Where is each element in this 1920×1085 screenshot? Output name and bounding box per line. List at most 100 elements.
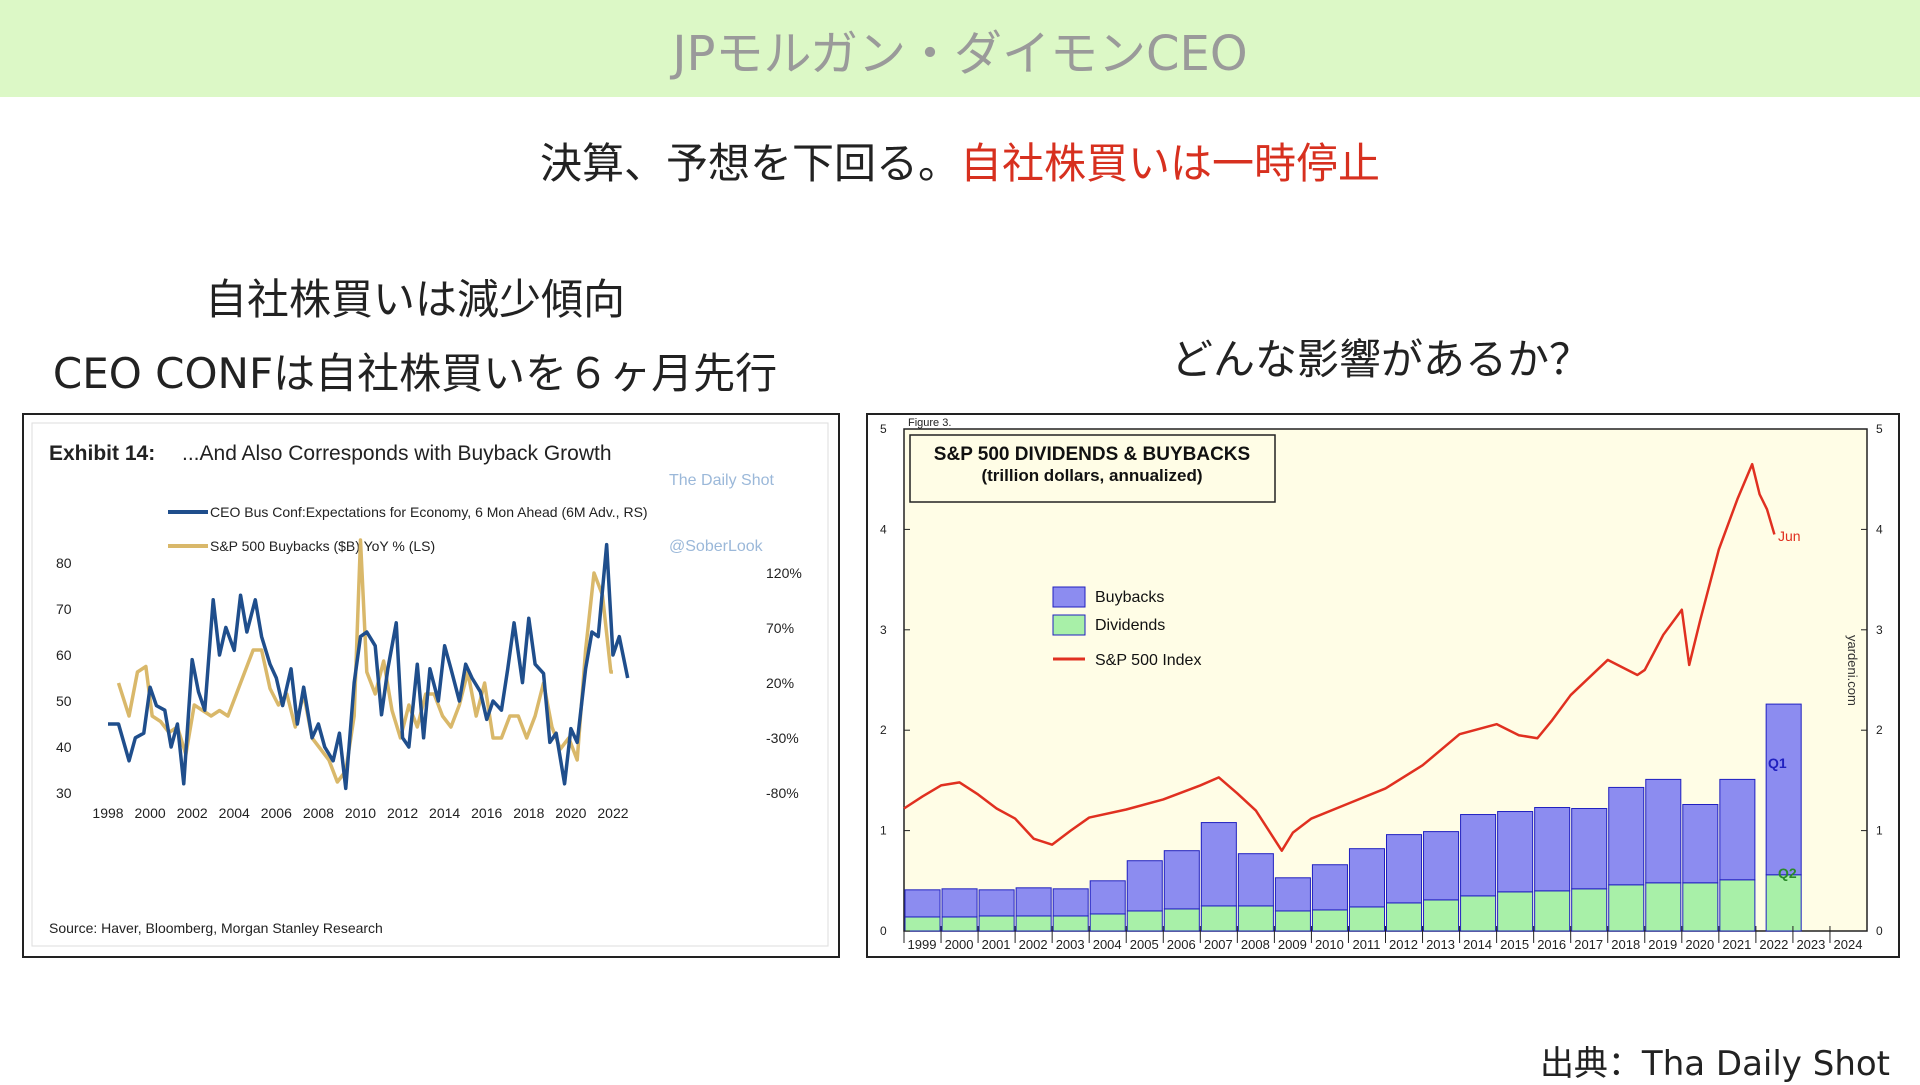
buyback-bar: [1497, 811, 1534, 893]
buyback-bar: [1765, 703, 1802, 876]
legend-label-sp500: S&P 500 Index: [1095, 652, 1201, 669]
dividend-bar: [1534, 890, 1571, 932]
dividend-bar: [1608, 884, 1645, 932]
yardeni-watermark: yardeni.com: [1845, 635, 1860, 706]
y-axis-tick-right: 3: [1876, 623, 1883, 637]
buyback-bar: [1311, 864, 1348, 911]
x-axis-label: 2020: [1685, 937, 1714, 952]
left-axis-tick: 50: [56, 693, 72, 709]
buyback-bar: [1163, 850, 1200, 910]
x-axis-label: 2006: [1167, 937, 1196, 952]
legend-swatch-dividends: [1052, 614, 1086, 636]
x-axis-label: 2017: [1574, 937, 1603, 952]
dividend-bar: [1645, 882, 1682, 932]
right-axis-tick: 120%: [766, 565, 802, 581]
x-axis-label: 2004: [1093, 937, 1122, 952]
legend-label-ceo: CEO Bus Conf:Expectations for Economy, 6…: [210, 504, 648, 520]
exhibit-label: Exhibit 14:: [49, 442, 155, 465]
buyback-bar: [1423, 831, 1460, 901]
dividend-bar: [1052, 915, 1089, 932]
legend-swatch-buybacks: [1052, 586, 1086, 608]
x-axis-tick: 1998: [92, 805, 123, 821]
right-chart-title: S&P 500 DIVIDENDS & BUYBACKS: [934, 444, 1250, 465]
x-axis-tick: 2020: [555, 805, 586, 821]
y-axis-tick-right: 2: [1876, 723, 1883, 737]
dividend-bar: [1015, 915, 1052, 932]
left-axis-tick: 40: [56, 739, 72, 755]
x-axis-label: 2019: [1648, 937, 1677, 952]
annotation-q2: Q2: [1778, 865, 1797, 881]
right-axis-tick: 70%: [766, 620, 794, 636]
x-axis-label: 2001: [982, 937, 1011, 952]
buyback-bar: [1682, 803, 1719, 884]
title-banner: JPモルガン・ダイモンCEO: [0, 0, 1920, 97]
dividend-bar: [1719, 879, 1756, 932]
right-axis-tick: 20%: [766, 675, 794, 691]
left-axis-tick: 30: [56, 785, 72, 801]
x-axis-label: 2015: [1500, 937, 1529, 952]
buyback-yoy-line: [116, 538, 613, 784]
sp500-index-line: [903, 462, 1776, 852]
annotation-q1: Q1: [1768, 755, 1787, 771]
x-axis-label: 2023: [1796, 937, 1825, 952]
legend-label-buybacks: Buybacks: [1095, 589, 1164, 606]
right-chart: Figure 3. 0 0 1 1 2 2 3 3 4 4 5 5 1999 2000 2001 2002 2…: [868, 415, 1898, 956]
left-chart-title: ...And Also Corresponds with Buyback Gro…: [182, 442, 612, 465]
buyback-bar: [1015, 887, 1052, 917]
x-axis-label: 2000: [945, 937, 974, 952]
left-chart-source: Source: Haver, Bloomberg, Morgan Stanley…: [49, 920, 383, 936]
x-axis-tick: 2018: [513, 805, 544, 821]
x-axis-label: 2010: [1315, 937, 1344, 952]
x-axis-tick: 2008: [303, 805, 334, 821]
buyback-bar: [1534, 807, 1571, 892]
x-axis-tick: 2010: [345, 805, 376, 821]
buyback-bar: [941, 888, 978, 918]
buyback-bar: [1089, 880, 1126, 915]
banner-title: JPモルガン・ダイモンCEO: [672, 25, 1248, 82]
y-axis-tick-right: 0: [1876, 924, 1883, 938]
y-axis-tick-right: 4: [1876, 522, 1883, 536]
left-axis-tick: 70: [56, 601, 72, 617]
dividend-bar: [1348, 906, 1386, 932]
x-axis-label: 2011: [1352, 937, 1380, 952]
buyback-bar: [1571, 808, 1608, 890]
x-axis-tick: 2006: [261, 805, 292, 821]
legend-label-dividends: Dividends: [1095, 617, 1165, 634]
source-credit: 出典：Tha Daily Shot: [1539, 1044, 1890, 1084]
y-axis-tick: 4: [880, 522, 887, 536]
figure-label: Figure 3.: [908, 417, 951, 429]
watermark-dailyshot: The Daily Shot: [669, 472, 774, 489]
x-axis-tick: 2004: [219, 805, 250, 821]
x-axis-label: 2007: [1204, 937, 1233, 952]
headline-highlight: 自社株買いは一時停止: [960, 139, 1381, 188]
right-heading: どんな影響があるか？: [1170, 335, 1591, 384]
x-axis-label: 2013: [1426, 937, 1455, 952]
dividend-bar: [1311, 909, 1348, 932]
buyback-bar: [1274, 877, 1311, 912]
right-axis-tick: -30%: [766, 730, 799, 746]
dividend-bar: [1163, 908, 1200, 932]
dividend-bar: [941, 916, 978, 932]
x-axis-label: 1999: [908, 937, 937, 952]
right-chart-subtitle: (trillion dollars, annualized): [981, 466, 1202, 485]
y-axis-tick: 3: [880, 623, 887, 637]
x-axis-label: 2018: [1611, 937, 1640, 952]
dividend-bar: [1237, 905, 1274, 932]
dividend-bar: [1460, 895, 1497, 932]
x-axis-label: 2021: [1722, 937, 1751, 952]
y-axis-tick: 2: [880, 723, 887, 737]
dividend-bar: [1423, 899, 1460, 932]
left-chart-panel: Exhibit 14: ...And Also Corresponds with…: [22, 413, 840, 958]
buyback-bar: [1126, 860, 1163, 912]
x-axis-label: 2022: [1759, 937, 1788, 952]
dividend-bar: [1200, 905, 1237, 932]
buyback-bar: [1719, 778, 1756, 881]
x-axis-label: 2009: [1278, 937, 1307, 952]
x-axis-tick: 2002: [177, 805, 208, 821]
x-axis-tick: 2022: [597, 805, 628, 821]
left-heading-2: CEO CONFは自社株買いを６ヶ月先行: [52, 349, 778, 398]
dividend-bar: [1497, 891, 1534, 932]
right-axis-tick: -80%: [766, 785, 799, 801]
dividend-bar: [1386, 902, 1423, 932]
x-axis-label: 2005: [1130, 937, 1159, 952]
